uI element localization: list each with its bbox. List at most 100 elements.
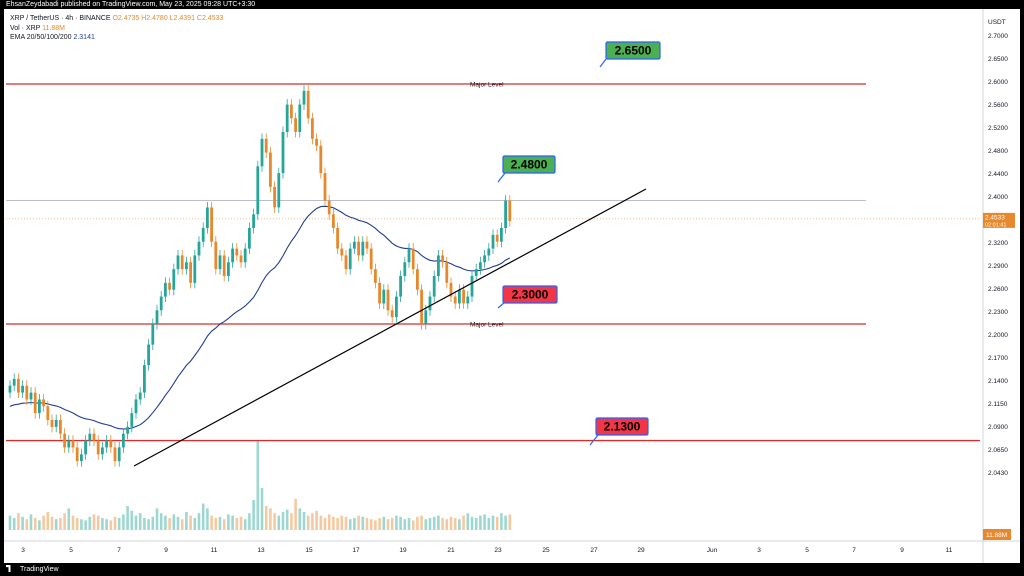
candle-body[interactable] [344, 255, 348, 270]
candle-body[interactable] [411, 248, 415, 270]
candle-body[interactable] [403, 262, 407, 276]
candle-body[interactable] [390, 310, 394, 318]
candle-body[interactable] [453, 296, 457, 304]
candle-body[interactable] [155, 310, 159, 324]
candle-body[interactable] [197, 241, 201, 256]
candle-body[interactable] [8, 385, 12, 393]
candle-body[interactable] [315, 138, 318, 146]
candle-body[interactable] [407, 248, 411, 263]
candle-body[interactable] [243, 248, 247, 263]
candle-body[interactable] [311, 118, 314, 139]
price-marker-box[interactable] [983, 212, 1015, 228]
candle-body[interactable] [75, 447, 79, 462]
candle-body[interactable] [428, 296, 432, 311]
candle-body[interactable] [504, 200, 507, 228]
candle-body[interactable] [369, 248, 373, 270]
candle-body[interactable] [495, 234, 499, 242]
ema-line[interactable] [9, 205, 511, 430]
candle-body[interactable] [105, 440, 108, 448]
candle-body[interactable] [239, 255, 243, 263]
candle-body[interactable] [298, 104, 302, 132]
candle-body[interactable] [17, 378, 20, 393]
candle-body[interactable] [474, 269, 478, 276]
ema-label[interactable]: EMA 20/50/100/200 [10, 34, 72, 41]
candle-body[interactable] [432, 276, 436, 297]
candle-body[interactable] [227, 262, 230, 276]
candle-body[interactable] [445, 262, 449, 283]
candle-body[interactable] [29, 392, 33, 400]
candle-body[interactable] [210, 207, 213, 242]
candle-body[interactable] [353, 241, 356, 249]
candle-body[interactable] [101, 447, 104, 455]
candle-body[interactable] [151, 324, 155, 345]
candle-body[interactable] [500, 228, 503, 242]
candle-body[interactable] [256, 166, 260, 215]
candle-body[interactable] [109, 440, 113, 448]
candle-body[interactable] [218, 255, 222, 270]
candle-body[interactable] [38, 399, 41, 414]
candle-body[interactable] [365, 241, 369, 249]
candle-body[interactable] [147, 344, 150, 366]
candle-body[interactable] [327, 200, 331, 215]
candle-body[interactable] [222, 255, 226, 276]
candle-body[interactable] [143, 365, 146, 393]
candle-body[interactable] [168, 282, 171, 290]
brand-label[interactable]: TradingView [20, 566, 59, 573]
candle-body[interactable] [134, 399, 138, 414]
candle-body[interactable] [46, 406, 50, 420]
candle-body[interactable] [378, 282, 381, 304]
candle-body[interactable] [269, 152, 272, 187]
candle-body[interactable] [281, 132, 285, 174]
candle-body[interactable] [180, 255, 184, 270]
candle-body[interactable] [235, 248, 239, 256]
candle-body[interactable] [21, 385, 24, 393]
candle-body[interactable] [206, 207, 209, 228]
candle-body[interactable] [138, 392, 142, 400]
candle-body[interactable] [252, 214, 255, 228]
candle-body[interactable] [80, 454, 83, 462]
candle-body[interactable] [294, 118, 297, 132]
candle-body[interactable] [277, 173, 281, 208]
candle-body[interactable] [273, 186, 276, 208]
candle-body[interactable] [437, 255, 440, 276]
candle-body[interactable] [50, 420, 54, 427]
candle-body[interactable] [382, 289, 386, 304]
candle-body[interactable] [71, 440, 75, 448]
candle-body[interactable] [130, 413, 134, 427]
candle-body[interactable] [424, 310, 428, 324]
candle-body[interactable] [508, 200, 512, 222]
candle-body[interactable] [449, 282, 453, 297]
candle-body[interactable] [59, 420, 62, 434]
candle-body[interactable] [117, 447, 121, 462]
candle-body[interactable] [348, 248, 352, 270]
candle-body[interactable] [260, 138, 264, 167]
volume-label[interactable]: Vol · XRP [10, 24, 41, 32]
candle-body[interactable] [201, 228, 205, 242]
target-2480-box[interactable] [502, 155, 556, 174]
candle-body[interactable] [88, 433, 92, 441]
candle-body[interactable] [416, 269, 419, 290]
candle-body[interactable] [361, 241, 365, 256]
candle-body[interactable] [340, 248, 344, 256]
candle-body[interactable] [67, 440, 71, 448]
candle-body[interactable] [25, 385, 29, 400]
candle-body[interactable] [462, 289, 465, 304]
level-2650-box[interactable] [605, 41, 661, 60]
candle-body[interactable] [264, 138, 268, 153]
tradingview-logo-icon[interactable] [6, 565, 11, 572]
candle-body[interactable] [332, 214, 335, 228]
candle-body[interactable] [395, 296, 398, 318]
candle-body[interactable] [231, 248, 234, 263]
candle-body[interactable] [96, 440, 100, 455]
candle-body[interactable] [420, 289, 423, 324]
candle-body[interactable] [374, 269, 377, 283]
candle-body[interactable] [172, 269, 176, 290]
candle-body[interactable] [357, 241, 360, 256]
candle-body[interactable] [290, 104, 293, 119]
candle-body[interactable] [126, 426, 129, 434]
candle-body[interactable] [323, 173, 327, 201]
candle-body[interactable] [189, 262, 192, 283]
candle-body[interactable] [214, 241, 218, 270]
candle-body[interactable] [458, 289, 461, 304]
